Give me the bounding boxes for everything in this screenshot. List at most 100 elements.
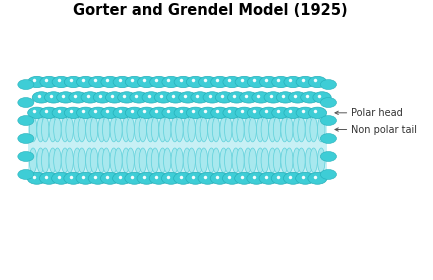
Circle shape xyxy=(320,116,336,125)
Circle shape xyxy=(284,107,302,118)
Circle shape xyxy=(125,172,144,184)
Circle shape xyxy=(320,151,336,162)
Circle shape xyxy=(272,76,290,88)
Circle shape xyxy=(264,92,282,103)
Circle shape xyxy=(118,92,136,103)
Ellipse shape xyxy=(212,117,220,142)
Ellipse shape xyxy=(78,117,86,142)
Circle shape xyxy=(106,92,124,103)
Circle shape xyxy=(247,76,265,88)
Ellipse shape xyxy=(61,148,69,173)
Ellipse shape xyxy=(195,148,203,173)
Ellipse shape xyxy=(188,117,195,142)
Circle shape xyxy=(81,92,99,103)
Ellipse shape xyxy=(212,148,220,173)
Ellipse shape xyxy=(127,117,134,142)
Ellipse shape xyxy=(49,148,57,173)
Ellipse shape xyxy=(232,148,239,173)
Ellipse shape xyxy=(134,148,142,173)
Ellipse shape xyxy=(224,117,232,142)
Circle shape xyxy=(28,107,46,118)
Ellipse shape xyxy=(122,148,130,173)
Circle shape xyxy=(18,116,34,125)
Ellipse shape xyxy=(188,148,195,173)
Circle shape xyxy=(57,92,75,103)
Circle shape xyxy=(240,92,258,103)
Ellipse shape xyxy=(293,117,301,142)
Circle shape xyxy=(271,172,291,184)
Ellipse shape xyxy=(249,148,256,173)
Circle shape xyxy=(284,76,302,88)
Ellipse shape xyxy=(176,117,183,142)
Circle shape xyxy=(259,76,278,88)
Circle shape xyxy=(186,76,204,88)
Ellipse shape xyxy=(42,117,49,142)
Circle shape xyxy=(142,92,160,103)
FancyBboxPatch shape xyxy=(28,115,326,177)
Circle shape xyxy=(162,76,180,88)
Circle shape xyxy=(64,172,83,184)
Circle shape xyxy=(125,76,144,88)
Circle shape xyxy=(320,80,336,90)
Ellipse shape xyxy=(66,148,74,173)
Text: Polar head: Polar head xyxy=(352,108,403,118)
Circle shape xyxy=(211,107,229,118)
Circle shape xyxy=(138,76,156,88)
Ellipse shape xyxy=(66,117,74,142)
Ellipse shape xyxy=(90,148,98,173)
Circle shape xyxy=(52,172,71,184)
Circle shape xyxy=(69,92,87,103)
Circle shape xyxy=(101,76,119,88)
Ellipse shape xyxy=(305,117,313,142)
Circle shape xyxy=(28,76,46,88)
Ellipse shape xyxy=(115,148,122,173)
Ellipse shape xyxy=(122,117,130,142)
Circle shape xyxy=(284,172,303,184)
Ellipse shape xyxy=(200,148,208,173)
Ellipse shape xyxy=(261,117,268,142)
Circle shape xyxy=(296,172,315,184)
Circle shape xyxy=(211,76,229,88)
Circle shape xyxy=(227,92,246,103)
Ellipse shape xyxy=(208,117,215,142)
Circle shape xyxy=(198,107,217,118)
Ellipse shape xyxy=(110,117,118,142)
Circle shape xyxy=(272,107,290,118)
Ellipse shape xyxy=(171,148,178,173)
Ellipse shape xyxy=(232,117,239,142)
Ellipse shape xyxy=(237,117,244,142)
Circle shape xyxy=(308,107,326,118)
Circle shape xyxy=(210,172,229,184)
Circle shape xyxy=(113,107,131,118)
Ellipse shape xyxy=(183,148,191,173)
Circle shape xyxy=(162,172,181,184)
Circle shape xyxy=(32,92,51,103)
Ellipse shape xyxy=(29,117,37,142)
Circle shape xyxy=(235,172,254,184)
Ellipse shape xyxy=(159,148,166,173)
Circle shape xyxy=(88,172,107,184)
Title: Gorter and Grendel Model (1925): Gorter and Grendel Model (1925) xyxy=(73,3,348,18)
Circle shape xyxy=(101,107,119,118)
Ellipse shape xyxy=(183,117,191,142)
Ellipse shape xyxy=(54,148,61,173)
Circle shape xyxy=(150,107,168,118)
Ellipse shape xyxy=(268,148,276,173)
Ellipse shape xyxy=(86,148,93,173)
Ellipse shape xyxy=(273,117,281,142)
Ellipse shape xyxy=(134,117,142,142)
Circle shape xyxy=(174,76,192,88)
Ellipse shape xyxy=(317,148,325,173)
Ellipse shape xyxy=(244,117,252,142)
Circle shape xyxy=(186,107,204,118)
Ellipse shape xyxy=(164,148,171,173)
Ellipse shape xyxy=(195,117,203,142)
Circle shape xyxy=(198,172,217,184)
Circle shape xyxy=(154,92,172,103)
Ellipse shape xyxy=(49,117,57,142)
Ellipse shape xyxy=(268,117,276,142)
Circle shape xyxy=(308,76,326,88)
Circle shape xyxy=(308,172,327,184)
Ellipse shape xyxy=(224,148,232,173)
Circle shape xyxy=(18,169,34,179)
